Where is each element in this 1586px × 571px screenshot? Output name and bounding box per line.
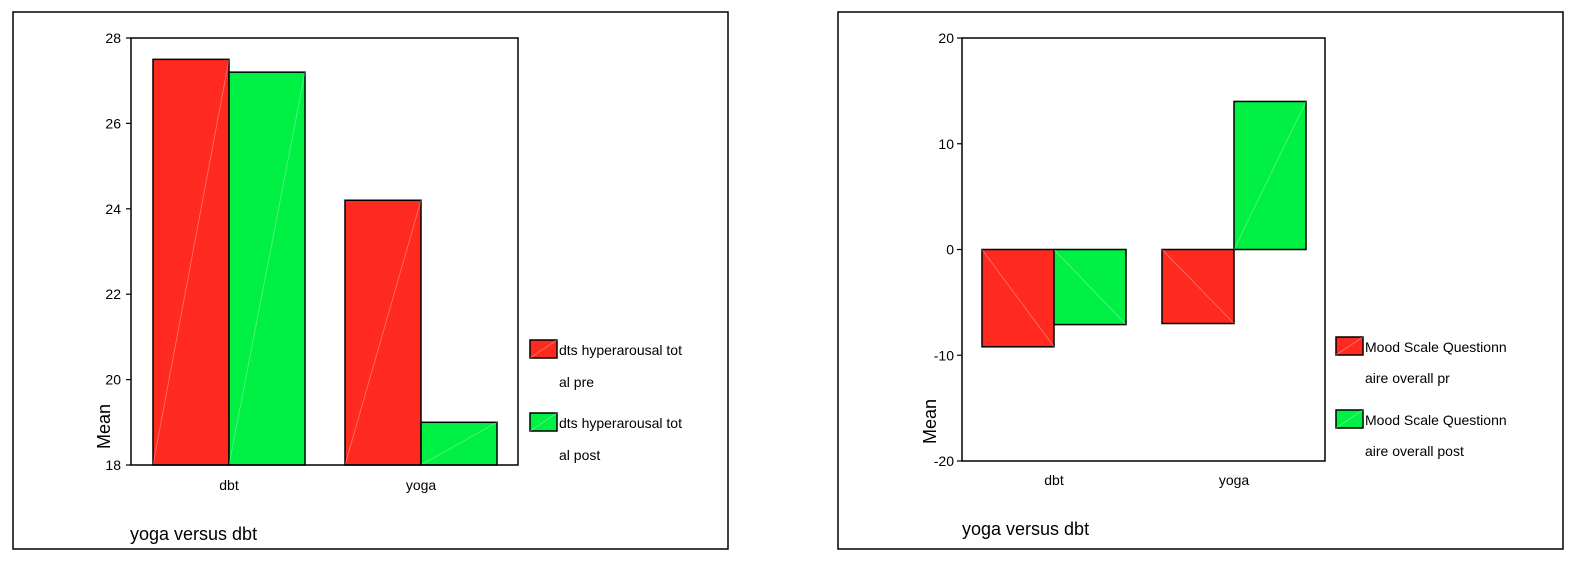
legend-label: Mood Scale Questionn (1365, 339, 1507, 355)
y-axis: -20 -10 0 10 20 (934, 30, 962, 469)
bar-hatch-line (1053, 249, 1127, 325)
y-tick-label: 0 (946, 242, 954, 258)
legend-swatch (1335, 336, 1364, 356)
y-tick-label: 20 (105, 372, 121, 388)
y-axis: 18 20 22 24 26 28 (105, 30, 131, 473)
legend-label: al post (559, 447, 600, 463)
legend-swatch (1335, 409, 1364, 429)
x-tick-label: dbt (219, 477, 239, 493)
legend-label: aire overall post (1365, 443, 1464, 459)
y-axis-label: Mean (920, 399, 940, 444)
bar-group (981, 100, 1307, 348)
bar-dbt-pre (981, 248, 1055, 348)
y-tick-label: -10 (934, 347, 954, 363)
y-tick-label: 28 (105, 30, 121, 46)
chart-outer-frame (12, 11, 729, 550)
legend-label: dts hyperarousal tot (559, 415, 682, 431)
bar-group (152, 58, 498, 466)
bar-dbt-post (228, 71, 306, 466)
bar-yoga-pre (1161, 248, 1235, 325)
legend-label: aire overall pr (1365, 370, 1450, 386)
chart-hyperarousal: 18 20 22 24 26 28 dbt yoga Mean yoga versus db… (12, 11, 729, 550)
legend-label: Mood Scale Questionn (1365, 412, 1507, 428)
bar-hatch-line (228, 72, 306, 466)
x-axis-label: yoga versus dbt (962, 519, 1089, 539)
y-tick-label: 10 (938, 136, 954, 152)
y-axis-label: Mean (94, 404, 114, 449)
x-axis: dbt yoga (1044, 472, 1249, 488)
x-axis-label: yoga versus dbt (130, 524, 257, 544)
bar-yoga-pre (344, 199, 422, 466)
y-tick-label: -20 (934, 453, 954, 469)
chart-mood-scale: -20 -10 0 10 20 dbt yoga Mean yoga versus dbt… (837, 11, 1564, 550)
y-tick-label: 20 (938, 30, 954, 46)
y-tick-label: 18 (105, 457, 121, 473)
legend-swatch (529, 412, 558, 432)
legend-label: dts hyperarousal tot (559, 342, 682, 358)
legend-swatch (529, 339, 558, 359)
bar-hatch-line (420, 421, 498, 466)
bar-hatch-line (1161, 249, 1235, 324)
y-tick-label: 22 (105, 286, 121, 302)
bar-yoga-post (1233, 100, 1307, 251)
bar-hatch-line (981, 249, 1055, 348)
legend-label: al pre (559, 374, 594, 390)
bar-hatch-line (344, 200, 422, 466)
y-tick-label: 24 (105, 201, 121, 217)
x-tick-label: dbt (1044, 472, 1064, 488)
legend-swatch-hatch (1335, 409, 1364, 429)
legend: Mood Scale Questionn aire overall pr Mood … (1335, 336, 1507, 459)
x-axis: dbt yoga (219, 477, 436, 493)
bar-hatch-line (152, 59, 230, 466)
legend-swatch-hatch (529, 339, 558, 359)
x-tick-label: yoga (1219, 472, 1250, 488)
y-tick-label: 26 (105, 115, 121, 131)
legend-swatch-hatch (529, 412, 558, 432)
plot-area-frame (130, 37, 519, 466)
legend: dts hyperarousal tot al pre dts hyperarous… (529, 339, 682, 463)
x-tick-label: yoga (406, 477, 437, 493)
bar-dbt-post (1053, 248, 1127, 326)
chart-outer-frame (837, 11, 1564, 550)
bar-hatch-line (1233, 101, 1307, 250)
legend-swatch-hatch (1335, 336, 1364, 356)
